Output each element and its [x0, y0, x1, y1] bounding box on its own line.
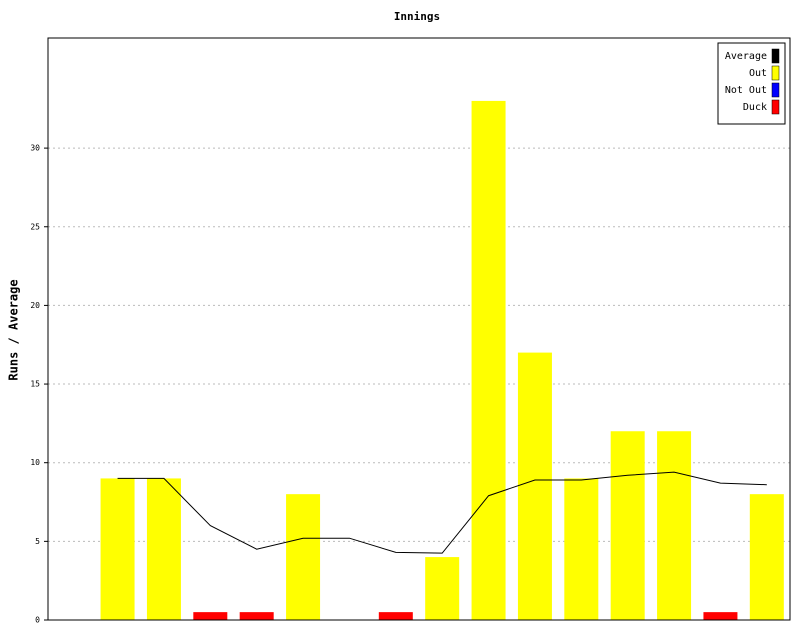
legend-swatch: [771, 82, 780, 98]
y-tick-label: 30: [30, 144, 40, 153]
bar: [425, 557, 460, 620]
average-line: [117, 471, 767, 554]
bar: [100, 478, 135, 620]
bar: [517, 352, 552, 620]
legend-label: Not Out: [725, 85, 767, 96]
y-axis-label: Runs / Average: [7, 279, 21, 380]
bar: [146, 478, 181, 620]
y-tick-label: 20: [30, 301, 40, 310]
plot-frame: [47, 37, 791, 621]
legend-swatch: [771, 65, 780, 81]
legend-swatch: [771, 99, 780, 115]
y-tick-label: 10: [30, 458, 40, 467]
bar: [703, 612, 738, 620]
legend-swatch: [771, 48, 780, 64]
bar: [286, 494, 321, 620]
y-tick-label: 15: [30, 380, 40, 389]
legend-label: Average: [725, 51, 767, 62]
bar: [471, 100, 506, 620]
bar: [193, 612, 228, 620]
y-tick-label: 5: [35, 537, 40, 546]
legend-label: Out: [749, 68, 767, 79]
bar: [657, 431, 692, 620]
y-tick-label: 25: [30, 222, 40, 231]
bar: [378, 612, 413, 620]
legend-label: Duck: [743, 102, 767, 113]
bar: [564, 478, 599, 620]
y-tick-label: 0: [35, 616, 40, 625]
bar: [239, 612, 274, 620]
bar: [610, 431, 645, 620]
bar: [749, 494, 784, 620]
chart-title: Innings: [394, 10, 440, 23]
